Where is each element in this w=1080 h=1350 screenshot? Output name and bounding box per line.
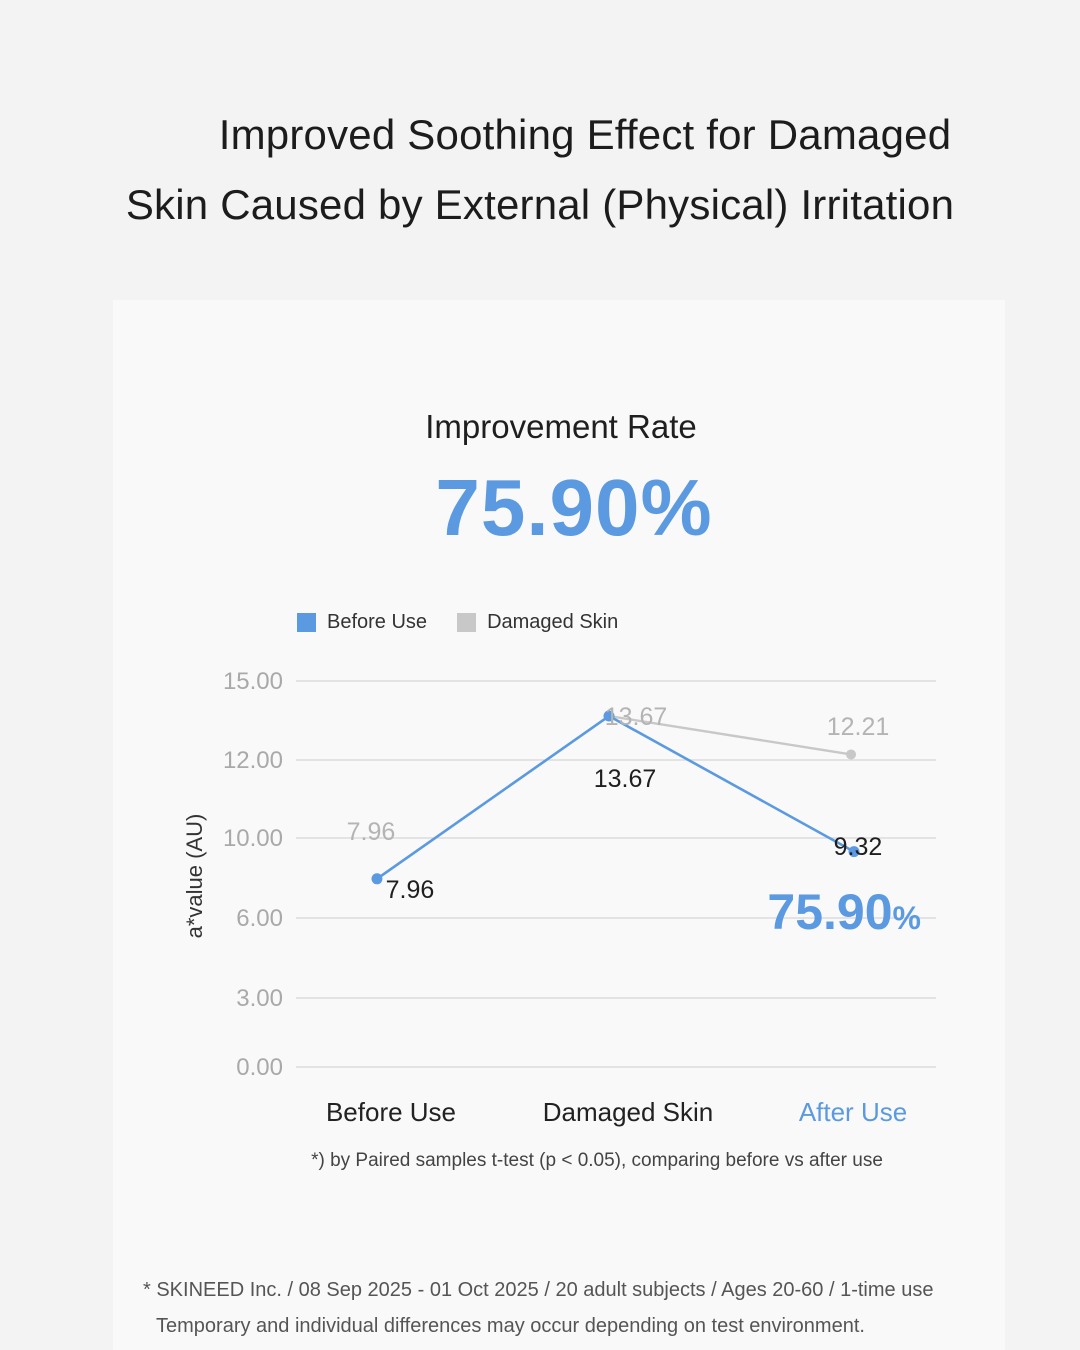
headline-line-1: Improved Soothing Effect for Damaged <box>218 111 952 158</box>
legend-label-before-use: Before Use <box>327 611 428 633</box>
improvement-rate-value: 75.90% <box>435 463 713 552</box>
footnote-source: * SKINEED Inc. / 08 Sep 2025 - 01 Oct 20… <box>143 1272 933 1344</box>
legend-item-damaged-skin: Damaged Skin <box>457 611 618 634</box>
chart-card <box>113 300 1005 1350</box>
data-label-damaged-skin: 7.96 <box>347 818 396 846</box>
data-label-before-use: 9.32 <box>834 833 883 861</box>
improvement-annotation-unit: % <box>893 900 921 936</box>
footnote-source-line-2: Temporary and individual differences may… <box>156 1315 865 1337</box>
footnote-statistics: *) by Paired samples t-test (p < 0.05), … <box>311 1150 883 1171</box>
data-label-before-use: 13.67 <box>594 765 657 793</box>
data-point-damaged-skin <box>846 749 856 760</box>
y-tick-label: 0.00 <box>236 1054 283 1081</box>
headline-line-2: Skin Caused by External (Physical) Irrit… <box>125 181 955 228</box>
x-tick-label: After Use <box>799 1097 907 1127</box>
x-tick-label: Damaged Skin <box>543 1097 714 1127</box>
legend-swatch-damaged-skin <box>457 613 477 632</box>
y-tick-label: 15.00 <box>223 668 283 695</box>
y-axis-label: a*value (AU) <box>182 814 207 939</box>
data-point-before-use <box>603 710 615 722</box>
y-tick-label: 10.00 <box>223 825 283 852</box>
legend-swatch-before-use <box>297 613 316 632</box>
data-label-before-use: 7.96 <box>386 876 435 904</box>
improvement-annotation: 75.90% <box>767 884 921 940</box>
series-line-damaged-skin <box>608 714 852 756</box>
y-tick-label: 3.00 <box>236 985 283 1012</box>
data-label-damaged-skin: 13.67 <box>605 703 668 731</box>
footnote-source-line-1: * SKINEED Inc. / 08 Sep 2025 - 01 Oct 20… <box>143 1279 934 1301</box>
legend-label-damaged-skin: Damaged Skin <box>487 611 619 633</box>
headline: Improved Soothing Effect for Damaged Ski… <box>0 100 1080 240</box>
x-tick-label: Before Use <box>326 1097 456 1127</box>
improvement-annotation-number: 75.90 <box>767 884 892 940</box>
data-point-before-use <box>848 846 860 858</box>
improvement-rate-label: Improvement Rate <box>425 408 697 445</box>
y-tick-label: 6.00 <box>236 905 283 932</box>
legend-item-before-use: Before Use <box>297 611 427 634</box>
chart-legend: Before Use Damaged Skin <box>297 611 648 634</box>
series-line-before-use <box>376 714 855 880</box>
data-point-before-use <box>371 873 383 885</box>
data-label-damaged-skin: 12.21 <box>827 713 890 741</box>
y-tick-label: 12.00 <box>223 747 283 774</box>
